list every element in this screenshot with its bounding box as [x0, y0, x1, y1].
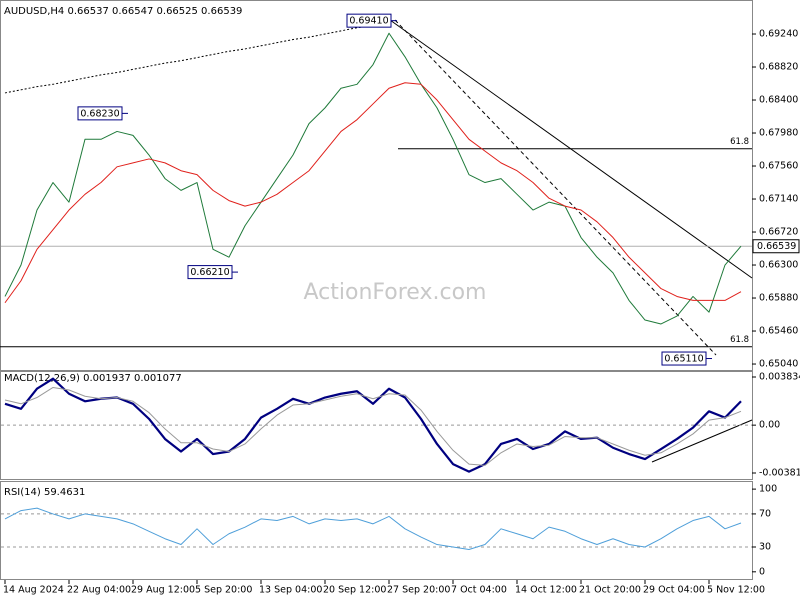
y-tick-label: 0.68820 [759, 62, 798, 73]
y-tick-label: 70 [759, 508, 771, 519]
x-tick-label: 20 Sep 12:00 [323, 585, 386, 596]
fib-label: 61.8 [730, 137, 749, 147]
y-tick-label: 0.67140 [759, 194, 798, 205]
y-tick-label: 0.65040 [759, 359, 798, 370]
series-line [4, 507, 742, 550]
x-tick-label: 21 Oct 20:00 [579, 585, 641, 596]
y-tick-label: 100 [759, 484, 777, 495]
annotation-box [661, 351, 707, 366]
y-tick-label: 0.003834 [759, 371, 800, 382]
series-line [4, 386, 742, 466]
y-tick-label: 0 [759, 566, 765, 577]
fib-label: 61.8 [730, 335, 749, 345]
y-tick-label: 0.68400 [759, 95, 798, 106]
annotation-box [346, 13, 392, 28]
x-tick-label: 29 Oct 04:00 [643, 585, 705, 596]
y-tick-label: 0.69240 [759, 29, 798, 40]
annotation-label: 0.69410 [349, 16, 388, 27]
series-line [4, 21, 390, 94]
last-price-box [752, 239, 800, 254]
x-tick-label: 13 Sep 04:00 [259, 585, 322, 596]
macd-trend-line [651, 419, 753, 463]
last-price-label: 0.66539 [757, 241, 796, 252]
annotation-box [77, 106, 123, 121]
x-tick-label: 5 Nov 12:00 [707, 585, 765, 596]
x-tick-label: 5 Sep 20:00 [195, 585, 252, 596]
x-tick-label: 14 Oct 12:00 [515, 585, 577, 596]
chart-title: AUDUSD,H4 0.66537 0.66547 0.66525 0.6653… [4, 6, 242, 17]
x-tick-label: 29 Aug 12:00 [131, 585, 195, 596]
annotation-box [187, 265, 233, 280]
y-tick-label: 0.66720 [759, 227, 798, 238]
x-tick-label: 7 Oct 04:00 [451, 585, 507, 596]
annotation-label: 0.65110 [664, 354, 703, 365]
x-tick-label: 14 Aug 2024 [3, 585, 64, 596]
rsi-title: RSI(14) 59.4631 [4, 487, 85, 498]
annotation-label: 0.66210 [190, 267, 229, 278]
series-line [4, 32, 742, 325]
channel-line [394, 19, 717, 356]
x-tick-label: 27 Sep 20:00 [387, 585, 450, 596]
price-panel [0, 0, 753, 371]
y-tick-label: 0.00 [759, 420, 780, 431]
y-tick-label: 0.67560 [759, 161, 798, 172]
y-tick-label: 30 [759, 542, 771, 553]
y-tick-label: 0.67980 [759, 128, 798, 139]
y-tick-label: 0.65880 [759, 293, 798, 304]
watermark: ActionForex.com [304, 280, 487, 305]
series-line [4, 377, 742, 473]
y-tick-label: 0.66300 [759, 260, 798, 271]
macd-title: MACD(12,26,9) 0.001937 0.001077 [4, 373, 182, 384]
annotation-label: 0.68230 [80, 108, 119, 119]
y-tick-label: 0.65460 [759, 326, 798, 337]
x-tick-label: 22 Aug 04:00 [67, 585, 131, 596]
rsi-panel [0, 481, 753, 580]
series-line [4, 82, 742, 304]
